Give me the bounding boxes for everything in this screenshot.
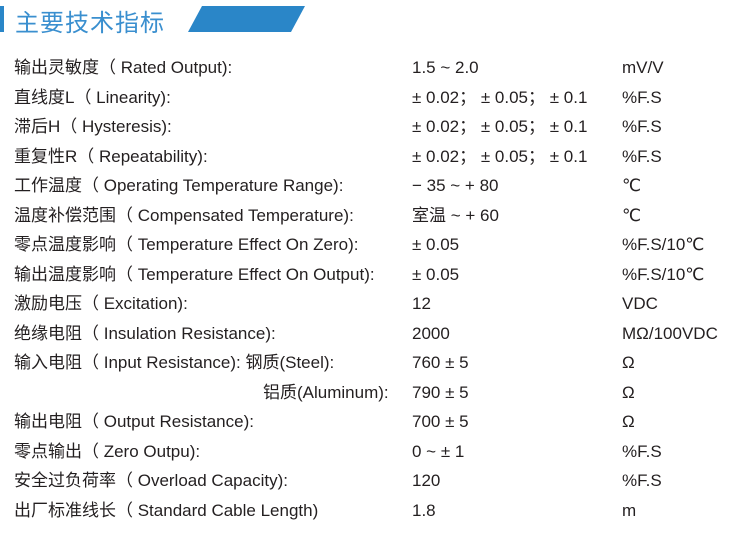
spec-row: 输出温度影响（ Temperature Effect On Output): ± … xyxy=(0,262,739,288)
title-decoration xyxy=(188,6,305,32)
spec-row: 输出灵敏度（ Rated Output): 1.5 ~ 2.0 mV/V xyxy=(0,55,739,81)
spec-value: ± 0.05 xyxy=(412,264,460,284)
spec-value: 12 xyxy=(412,294,431,313)
spec-label: 输入电阻（ Input Resistance): 钢质(Steel): xyxy=(14,353,335,372)
spec-label: 输出电阻（ Output Resistance): xyxy=(14,412,254,431)
spec-label: 零点输出（ Zero Outpu): xyxy=(14,441,201,461)
spec-value: 120 xyxy=(412,471,441,490)
spec-label: 输出灵敏度（ Rated Output): xyxy=(14,58,233,77)
spec-unit: %F.S xyxy=(622,471,662,490)
spec-row: 重复性R（ Repeatability): ± 0.02； ± 0.05； ± 0… xyxy=(0,144,739,170)
spec-value: ± 0.02； ± 0.05； ± 0.1 xyxy=(412,117,588,136)
spec-unit: mV/V xyxy=(622,58,664,77)
spec-unit: ℃ xyxy=(622,176,642,195)
spec-value: 790 ± 5 xyxy=(412,382,469,402)
spec-row: 滞后H（ Hysteresis): ± 0.02； ± 0.05； ± 0.1 %F… xyxy=(0,114,739,140)
spec-unit: ℃ xyxy=(622,205,642,225)
spec-unit: Ω xyxy=(622,382,635,402)
spec-label: 零点温度影响（ Temperature Effect On Zero): xyxy=(14,235,359,254)
spec-row: 出厂标准线长（ Standard Cable Length) 1.8 m xyxy=(0,498,739,524)
spec-unit: %F.S/10℃ xyxy=(622,235,705,254)
spec-unit: Ω xyxy=(622,353,635,372)
spec-row: 安全过负荷率（ Overload Capacity): 120 %F.S xyxy=(0,468,739,494)
spec-unit: VDC xyxy=(622,294,658,313)
spec-row: 直线度L（ Linearity): ± 0.02； ± 0.05； ± 0.1 %F… xyxy=(0,85,739,111)
spec-value: 1.8 xyxy=(412,500,436,520)
spec-unit: %F.S xyxy=(622,117,662,136)
spec-label: 直线度L（ Linearity): xyxy=(14,87,171,107)
spec-row: 绝缘电阻（ Insulation Resistance): 2000 MΩ/100V… xyxy=(0,321,739,347)
spec-row: 零点输出（ Zero Outpu): 0 ~ ± 1 %F.S xyxy=(0,439,739,465)
spec-label: 铝质(Aluminum): xyxy=(263,382,389,402)
spec-value: ± 0.02； ± 0.05； ± 0.1 xyxy=(412,87,588,107)
spec-label: 重复性R（ Repeatability): xyxy=(14,146,208,166)
spec-unit: %F.S xyxy=(622,87,662,107)
spec-row: 工作温度（ Operating Temperature Range): − 35 … xyxy=(0,173,739,199)
section-title: 主要技术指标 xyxy=(15,9,165,37)
spec-unit: %F.S xyxy=(622,146,662,166)
spec-value: − 35 ~ + 80 xyxy=(412,176,499,195)
spec-row: 输入电阻（ Input Resistance): 钢质(Steel): 760 ±… xyxy=(0,350,739,376)
spec-value: 1.5 ~ 2.0 xyxy=(412,58,479,77)
spec-label: 绝缘电阻（ Insulation Resistance): xyxy=(14,323,276,343)
spec-label: 激励电压（ Excitation): xyxy=(14,294,188,313)
spec-label: 温度补偿范围（ Compensated Temperature): xyxy=(14,205,354,225)
spec-unit: MΩ/100VDC xyxy=(622,323,718,343)
spec-unit: %F.S/10℃ xyxy=(622,264,705,284)
spec-row: 温度补偿范围（ Compensated Temperature): 室温 ~ + … xyxy=(0,203,739,229)
spec-value: ± 0.02； ± 0.05； ± 0.1 xyxy=(412,146,588,166)
title-accent-bar xyxy=(0,6,4,32)
spec-value: 2000 xyxy=(412,323,450,343)
spec-value: 760 ± 5 xyxy=(412,353,469,372)
spec-label: 滞后H（ Hysteresis): xyxy=(14,117,172,136)
spec-unit: m xyxy=(622,500,637,520)
spec-value: 室温 ~ + 60 xyxy=(412,205,499,225)
spec-row: 铝质(Aluminum): 790 ± 5 Ω xyxy=(0,380,739,406)
spec-value: ± 0.05 xyxy=(412,235,460,254)
spec-value: 0 ~ ± 1 xyxy=(412,441,465,461)
spec-label: 出厂标准线长（ Standard Cable Length) xyxy=(14,500,319,520)
spec-unit: Ω xyxy=(622,412,635,431)
spec-label: 输出温度影响（ Temperature Effect On Output): xyxy=(14,264,375,284)
spec-unit: %F.S xyxy=(622,441,662,461)
spec-label: 工作温度（ Operating Temperature Range): xyxy=(14,176,344,195)
spec-value: 700 ± 5 xyxy=(412,412,469,431)
spec-row: 零点温度影响（ Temperature Effect On Zero): ± 0.… xyxy=(0,232,739,258)
spec-label: 安全过负荷率（ Overload Capacity): xyxy=(14,471,288,490)
spec-row: 输出电阻（ Output Resistance): 700 ± 5 Ω xyxy=(0,409,739,435)
spec-row: 激励电压（ Excitation): 12 VDC xyxy=(0,291,739,317)
